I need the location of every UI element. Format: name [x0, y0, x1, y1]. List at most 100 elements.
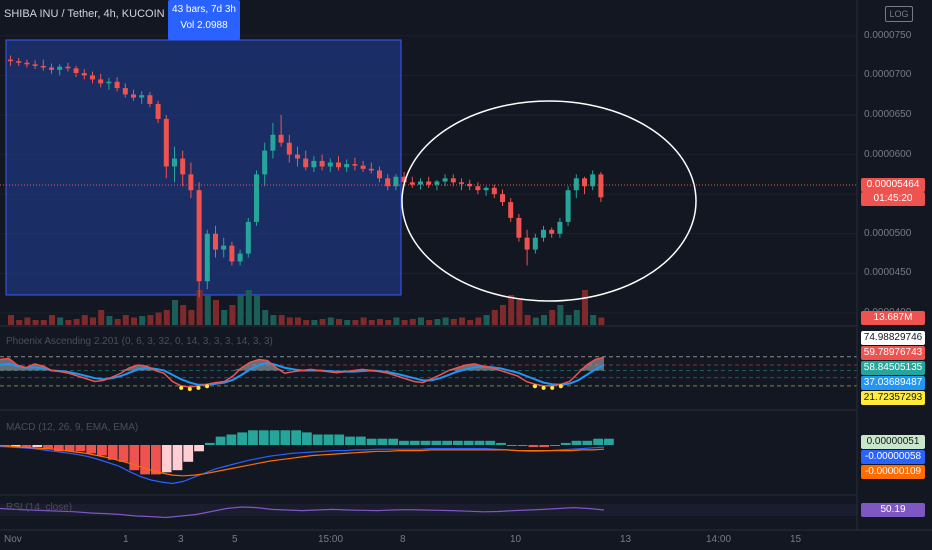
candle-body: [360, 165, 366, 169]
volume-bar: [377, 319, 383, 325]
macd-hist-value: 0.00000051: [861, 435, 925, 449]
candle-body: [81, 73, 87, 76]
macd-histogram-bar: [97, 445, 107, 456]
time-tick-label: 15:00: [318, 534, 344, 545]
candle-body: [213, 233, 218, 250]
candle-body: [8, 59, 13, 62]
macd-histogram-bar: [204, 442, 215, 445]
macd-histogram-bar: [388, 438, 399, 445]
volume-bar: [188, 310, 195, 325]
volume-bar: [155, 312, 162, 325]
candle-body: [57, 66, 63, 70]
volume-tag: 13.687M: [861, 311, 925, 325]
stoch-oversold-dot: [179, 385, 184, 390]
rsi-title[interactable]: RSI (14, close): [6, 502, 73, 513]
macd-histogram-bar: [107, 445, 118, 460]
candle-body: [65, 66, 71, 69]
candle-body: [147, 95, 153, 104]
price-tick-label: 0.0000650: [864, 109, 912, 120]
volume-bar: [426, 320, 433, 325]
macd-histogram-bar: [280, 430, 291, 445]
volume-bar: [401, 320, 408, 325]
volume-bar: [270, 315, 277, 325]
time-tick-label: 5: [232, 534, 238, 545]
candle-body: [204, 233, 210, 282]
macd-histogram-bar: [129, 445, 140, 471]
stoch-pane: [0, 356, 857, 391]
stoch-title[interactable]: Phoenix Ascending 2.201 (0, 6, 3, 32, 0,…: [6, 336, 273, 347]
macd-histogram-bar: [560, 442, 571, 445]
macd-histogram-bar: [431, 440, 442, 445]
volume-bar: [213, 300, 219, 325]
macd-histogram-bar: [248, 430, 258, 445]
volume-bar: [491, 310, 498, 325]
candle-body: [344, 164, 350, 168]
volume-bar: [180, 305, 187, 325]
macd-histogram-bar: [345, 436, 355, 445]
macd-histogram-bar: [75, 445, 86, 452]
stoch-oversold-dot: [196, 385, 201, 390]
macd-histogram-bar: [269, 430, 280, 445]
volume-bar: [278, 315, 285, 325]
candle-body: [590, 174, 596, 187]
log-scale-button[interactable]: LOG: [885, 6, 913, 22]
volume-bar: [139, 316, 146, 325]
volume-bar: [475, 317, 482, 325]
volume-bar: [598, 317, 605, 325]
rsi-pane: [0, 504, 857, 519]
candle-body: [475, 186, 481, 191]
candle-body: [426, 181, 432, 185]
macd-histogram-bar: [463, 440, 474, 445]
candle-body: [483, 187, 489, 191]
volume-bar: [32, 320, 39, 325]
measure-selection-box[interactable]: [5, 39, 402, 296]
candle-body: [450, 178, 456, 183]
candle-body: [557, 221, 563, 234]
last-price-tag: 0.00005464: [861, 178, 925, 192]
price-tick-label: 0.0000500: [864, 227, 912, 239]
macd-histogram-bar: [334, 434, 345, 445]
candle-body: [524, 237, 530, 250]
volume-bar: [541, 315, 547, 325]
stoch-oversold-dot: [187, 387, 192, 391]
stoch-value-1: 74.98829746: [861, 331, 925, 345]
volume-bar: [450, 319, 457, 325]
volume-bar: [98, 310, 105, 325]
candle-body: [573, 178, 579, 191]
candle-body: [98, 79, 104, 84]
time-tick-label: 8: [400, 534, 406, 545]
volume-bar: [418, 317, 424, 325]
macd-title[interactable]: MACD (12, 26, 9, EMA, EMA): [6, 422, 139, 433]
macd-histogram-bar: [53, 445, 64, 452]
candle-body: [172, 158, 177, 167]
macd-histogram-bar: [539, 445, 550, 448]
stoch-k-line: [0, 356, 605, 388]
macd-histogram-bar: [377, 438, 388, 445]
volume-bar: [524, 315, 531, 325]
candle-body: [442, 178, 448, 182]
macd-histogram-bar: [86, 445, 97, 454]
candle-body: [270, 134, 276, 151]
candle-body: [188, 174, 194, 191]
candle-body: [565, 190, 571, 222]
candle-body: [122, 88, 128, 95]
volume-bar: [459, 317, 465, 325]
volume-bar: [24, 317, 31, 325]
volume-bar: [245, 290, 252, 325]
macd-histogram-bar: [43, 445, 53, 450]
volume-bar: [573, 310, 580, 325]
macd-histogram-bar: [32, 445, 43, 448]
candle-body: [377, 170, 382, 179]
candle-body: [598, 174, 604, 198]
volume-bar: [73, 319, 80, 325]
candle-body: [467, 183, 473, 187]
volume-bar: [65, 320, 72, 325]
candle-body: [221, 245, 227, 250]
candle-body: [418, 181, 423, 185]
macd-histogram-bar: [118, 445, 129, 462]
volume-bar: [221, 310, 228, 325]
volume-bar: [368, 320, 375, 325]
drawn-ellipse[interactable]: [401, 100, 697, 302]
